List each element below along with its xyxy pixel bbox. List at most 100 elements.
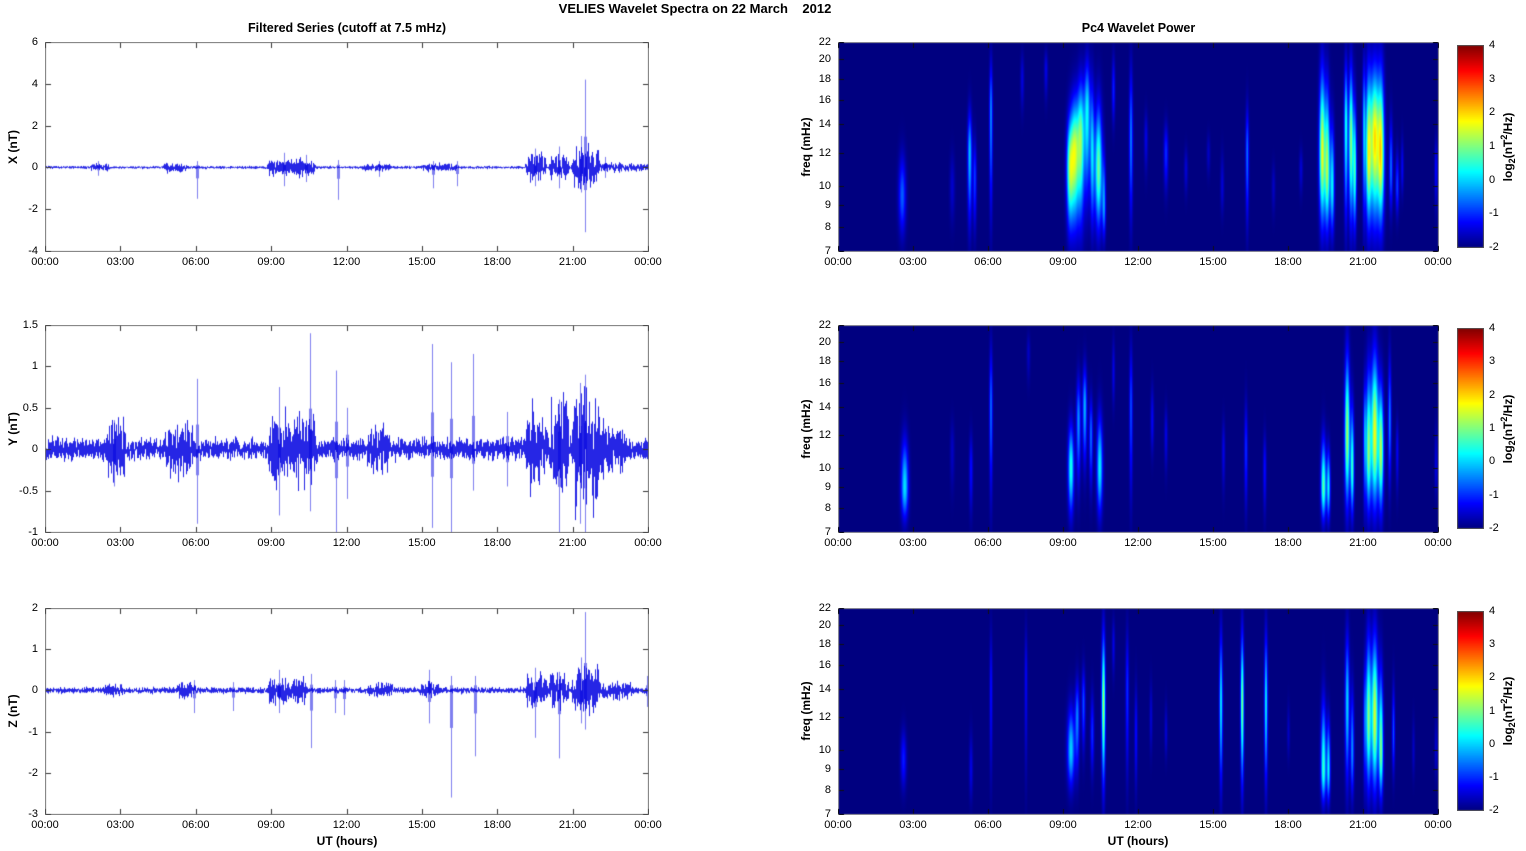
- x-tick-label: 15:00: [408, 256, 436, 268]
- x-tick-label: 12:00: [1124, 819, 1152, 831]
- y-tick-label: 8: [824, 783, 831, 796]
- y-tick-label: -3: [28, 808, 38, 820]
- x-tick-label: 21:00: [558, 537, 587, 549]
- colorbar-tick-label: 0: [1489, 455, 1496, 468]
- y-tick-label: 14: [818, 400, 831, 413]
- y-tick-label: 9: [824, 480, 831, 493]
- x-tick-label: 06:00: [181, 256, 210, 268]
- x-tick-label: 06:00: [974, 537, 1002, 549]
- y-tick-label: 16: [818, 659, 831, 672]
- x-tick-label: 03:00: [106, 256, 135, 268]
- x-tick-label: 18:00: [483, 537, 512, 549]
- x-tick-label: 12:00: [332, 819, 361, 831]
- y-tick-label: 0.5: [22, 401, 38, 414]
- colorbar-tick-label: 3: [1489, 355, 1496, 368]
- colorbar-tick-label: -2: [1489, 241, 1499, 253]
- x-tick-label: 06:00: [181, 819, 210, 831]
- z-wavelet-plot: [838, 608, 1439, 815]
- y-tick-label: -4: [28, 245, 38, 257]
- x-tick-label: 15:00: [1199, 537, 1227, 549]
- x-tick-label: 00:00: [824, 537, 852, 549]
- y-tick-label: 22: [818, 36, 831, 48]
- y-tick-label: 18: [818, 72, 831, 85]
- y-tick-label: -2: [28, 203, 38, 216]
- colorbar-tick-label: 1: [1489, 422, 1496, 434]
- x-tick-label: 00:00: [31, 256, 59, 268]
- x-tick-label: 21:00: [558, 256, 587, 268]
- colorbar-tick-label: 0: [1489, 737, 1496, 750]
- y-series-plot: [45, 325, 649, 533]
- y-tick-label: 10: [818, 743, 831, 756]
- x-wavelet-plot: [838, 42, 1439, 252]
- x-tick-label: 21:00: [1349, 537, 1377, 549]
- y-tick-label: -1: [28, 725, 38, 738]
- x-tick-label: 00:00: [824, 256, 852, 268]
- x-tick-label: 03:00: [106, 537, 135, 549]
- x-tick-label: 00:00: [1424, 256, 1452, 268]
- colorbar-tick-label: -2: [1489, 522, 1499, 534]
- x-tick-label: 09:00: [257, 256, 285, 268]
- y-tick-label: 2: [31, 119, 38, 132]
- y-tick-label: 0: [31, 684, 38, 697]
- y-tick-label: 10: [818, 461, 831, 474]
- y-tick-label: -0.5: [19, 484, 38, 497]
- right-column-title: Pc4 Wavelet Power: [1081, 21, 1196, 35]
- colorbar-tick-label: 4: [1489, 322, 1496, 334]
- y-tick-label: 1.5: [22, 319, 38, 331]
- colorbar-1: [1457, 45, 1484, 248]
- colorbar-tick-label: 4: [1489, 605, 1496, 617]
- y-tick-label: 22: [818, 602, 831, 614]
- x-tick-label: 00:00: [1424, 819, 1452, 831]
- x-tick-label: 09:00: [257, 819, 285, 831]
- x-tick-label: 03:00: [899, 256, 927, 268]
- x-tick-label: 09:00: [1049, 537, 1077, 549]
- colorbar-tick-label: -1: [1489, 770, 1499, 783]
- y-tick-label: 20: [818, 336, 831, 349]
- y-tick-label: 7: [824, 245, 831, 257]
- x-series-plot: [45, 42, 649, 252]
- x-tick-label: 09:00: [257, 537, 285, 549]
- y-tick-label: 14: [818, 118, 831, 131]
- colorbar-tick-label: 2: [1489, 106, 1496, 119]
- x-tick-label: 09:00: [1049, 819, 1077, 831]
- x-tick-label: 15:00: [1199, 256, 1227, 268]
- x-tick-label: 06:00: [181, 537, 210, 549]
- colorbar-tick-label: 2: [1489, 671, 1496, 684]
- y-tick-label: 16: [818, 94, 831, 107]
- x-tick-label: 06:00: [974, 256, 1002, 268]
- x-tick-label: 15:00: [408, 537, 436, 549]
- colorbar-2: [1457, 328, 1484, 529]
- x-axis-label-right: UT (hours): [1107, 834, 1169, 848]
- colorbar-tick-label: 3: [1489, 638, 1496, 651]
- figure-title: VELIES Wavelet Spectra on 22 March 2012: [558, 1, 832, 16]
- x-tick-label: 21:00: [558, 819, 587, 831]
- y-wavelet-plot: [838, 325, 1439, 533]
- x-tick-label: 03:00: [899, 819, 927, 831]
- y-tick-label: 1: [31, 643, 38, 656]
- y-tick-label: 10: [818, 179, 831, 192]
- x-tick-label: 15:00: [408, 819, 436, 831]
- x-tick-label: 21:00: [1349, 819, 1377, 831]
- y-tick-label: 9: [824, 762, 831, 775]
- colorbar-tick-label: 2: [1489, 388, 1496, 401]
- colorbar-tick-label: 1: [1489, 704, 1496, 717]
- colorbar-tick-label: -2: [1489, 804, 1499, 816]
- colorbar-tick-label: 1: [1489, 140, 1496, 152]
- y-tick-label: 0: [31, 443, 38, 456]
- y-tick-label: 12: [818, 428, 831, 441]
- y-tick-label: 20: [818, 619, 831, 632]
- y-tick-label: 12: [818, 146, 831, 159]
- y-tick-label: 16: [818, 376, 831, 389]
- x-tick-label: 00:00: [1424, 537, 1452, 549]
- x-tick-label: 00:00: [634, 256, 662, 268]
- x-tick-label: 03:00: [899, 537, 927, 549]
- x-tick-label: 18:00: [483, 819, 512, 831]
- y-tick-label: 2: [31, 602, 38, 614]
- x-tick-label: 00:00: [634, 819, 662, 831]
- y-tick-label: 18: [818, 355, 831, 368]
- colorbar-tick-label: 0: [1489, 173, 1496, 186]
- y-tick-label: 6: [31, 36, 38, 48]
- y-tick-label: 20: [818, 53, 831, 66]
- x-tick-label: 21:00: [1349, 256, 1377, 268]
